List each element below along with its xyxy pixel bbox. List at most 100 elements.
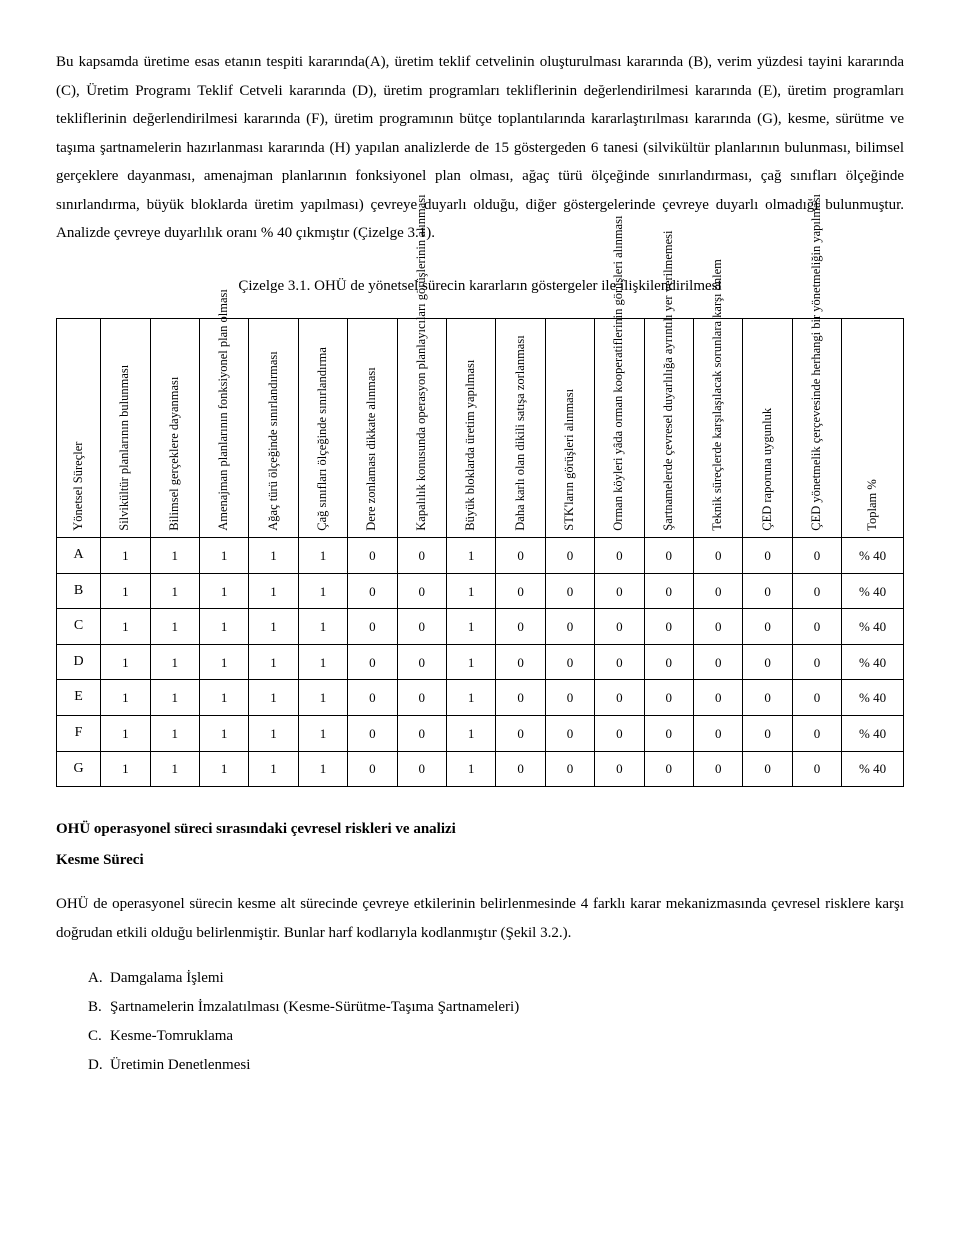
column-header: Bilimsel gerçeklere dayanması (150, 319, 199, 538)
table-cell: 0 (595, 751, 644, 787)
table-cell: 1 (101, 609, 150, 645)
table-cell: 1 (249, 751, 298, 787)
table-cell: 0 (545, 573, 594, 609)
table-cell: 0 (792, 538, 841, 574)
table-cell: 1 (150, 609, 199, 645)
table-cell: 1 (249, 538, 298, 574)
column-header: Dere zonlaması dikkate alınması (348, 319, 397, 538)
list-item: D.Üretimin Denetlenmesi (88, 1052, 904, 1079)
table-cell: 0 (792, 680, 841, 716)
column-header-label: Amenajman planlarının fonksiyonel plan o… (212, 289, 236, 531)
table-cell: 0 (595, 538, 644, 574)
list-item-letter: A. (88, 965, 110, 992)
table-cell: 1 (199, 573, 248, 609)
column-header-label: Teknik süreçlerde karşılaşılacak sorunla… (706, 259, 730, 531)
column-header: ÇED yönetmelik çerçevesinde herhangi bir… (792, 319, 841, 538)
table-cell: 0 (496, 715, 545, 751)
table-cell: 0 (644, 644, 693, 680)
table-row: B111110010000000% 40 (57, 573, 904, 609)
table-row: A111110010000000% 40 (57, 538, 904, 574)
table-cell: 1 (199, 715, 248, 751)
table-cell: 0 (348, 573, 397, 609)
table-cell: 0 (644, 680, 693, 716)
table-cell: % 40 (842, 609, 904, 645)
table-cell: 1 (249, 644, 298, 680)
table-cell: 0 (397, 751, 446, 787)
table-cell: 0 (792, 715, 841, 751)
table-cell: 1 (446, 715, 495, 751)
table-cell: 1 (249, 680, 298, 716)
table-cell: 1 (298, 538, 347, 574)
table-cell: 0 (545, 751, 594, 787)
table-cell: 0 (595, 573, 644, 609)
list-item: A.Damgalama İşlemi (88, 965, 904, 992)
column-header: Büyük bloklarda üretim yapılması (446, 319, 495, 538)
table-row: E111110010000000% 40 (57, 680, 904, 716)
table-cell: 0 (496, 609, 545, 645)
table-cell: % 40 (842, 644, 904, 680)
table-cell: 0 (348, 609, 397, 645)
table-cell: 0 (743, 538, 792, 574)
table-cell: 1 (298, 573, 347, 609)
table-cell: % 40 (842, 538, 904, 574)
column-header: Kapalılık konusunda operasyon planlayıcı… (397, 319, 446, 538)
table-cell: 0 (792, 644, 841, 680)
column-header-label: Kapalılık konusunda operasyon planlayıcı… (410, 195, 434, 531)
table-cell: 0 (545, 538, 594, 574)
list-item-letter: B. (88, 994, 110, 1021)
table-cell: 0 (743, 680, 792, 716)
column-header-label: Şartnamelerde çevresel duyarlılığa ayrın… (657, 231, 681, 531)
table-cell: 1 (446, 609, 495, 645)
table-cell: 0 (693, 609, 742, 645)
row-label: A (57, 538, 101, 574)
table-cell: 0 (348, 680, 397, 716)
column-header: Silvikültür planlarının bulunması (101, 319, 150, 538)
table-cell: 0 (693, 573, 742, 609)
table-cell: 1 (199, 538, 248, 574)
column-header-label: Yönetsel Süreçler (67, 442, 91, 531)
column-header: Orman köyleri yâda orman kooperatiflerin… (595, 319, 644, 538)
table-cell: 1 (298, 644, 347, 680)
table-cell: 0 (496, 538, 545, 574)
list-item-letter: D. (88, 1052, 110, 1079)
table-cell: 0 (397, 538, 446, 574)
list-item-text: Şartnamelerin İmzalatılması (Kesme-Sürüt… (110, 999, 519, 1015)
intro-paragraph: Bu kapsamda üretime esas etanın tespiti … (56, 48, 904, 248)
table-cell: % 40 (842, 573, 904, 609)
table-cell: 0 (693, 644, 742, 680)
column-header-label: Dere zonlaması dikkate alınması (360, 368, 384, 531)
row-label: E (57, 680, 101, 716)
table-cell: 0 (743, 573, 792, 609)
table-cell: 0 (595, 609, 644, 645)
table-cell: 0 (644, 538, 693, 574)
column-header-label: ÇED yönetmelik çerçevesinde herhangi bir… (805, 194, 829, 531)
table-cell: 0 (397, 573, 446, 609)
table-row: G111110010000000% 40 (57, 751, 904, 787)
table-cell: 0 (693, 538, 742, 574)
column-header: Yönetsel Süreçler (57, 319, 101, 538)
row-label: G (57, 751, 101, 787)
table-cell: 1 (298, 715, 347, 751)
table-row: D111110010000000% 40 (57, 644, 904, 680)
table-cell: 0 (644, 609, 693, 645)
table-cell: 0 (693, 715, 742, 751)
table-cell: 1 (446, 751, 495, 787)
table-cell: 1 (150, 751, 199, 787)
table-cell: 1 (150, 573, 199, 609)
table-cell: 0 (644, 715, 693, 751)
list-item: C.Kesme-Tomruklama (88, 1023, 904, 1050)
table-cell: 1 (101, 644, 150, 680)
row-label: B (57, 573, 101, 609)
table-cell: 1 (298, 751, 347, 787)
column-header-label: Silvikültür planlarının bulunması (113, 365, 137, 531)
enumerated-list: A.Damgalama İşlemiB.Şartnamelerin İmzala… (56, 965, 904, 1079)
table-cell: 1 (446, 538, 495, 574)
table-cell: 0 (644, 573, 693, 609)
column-header-label: ÇED raporuna uygunluk (756, 408, 780, 531)
table-cell: % 40 (842, 715, 904, 751)
column-header-label: Büyük bloklarda üretim yapılması (459, 360, 483, 531)
table-cell: 0 (545, 644, 594, 680)
table-cell: 0 (743, 751, 792, 787)
table-cell: 0 (743, 715, 792, 751)
table-cell: 1 (249, 609, 298, 645)
